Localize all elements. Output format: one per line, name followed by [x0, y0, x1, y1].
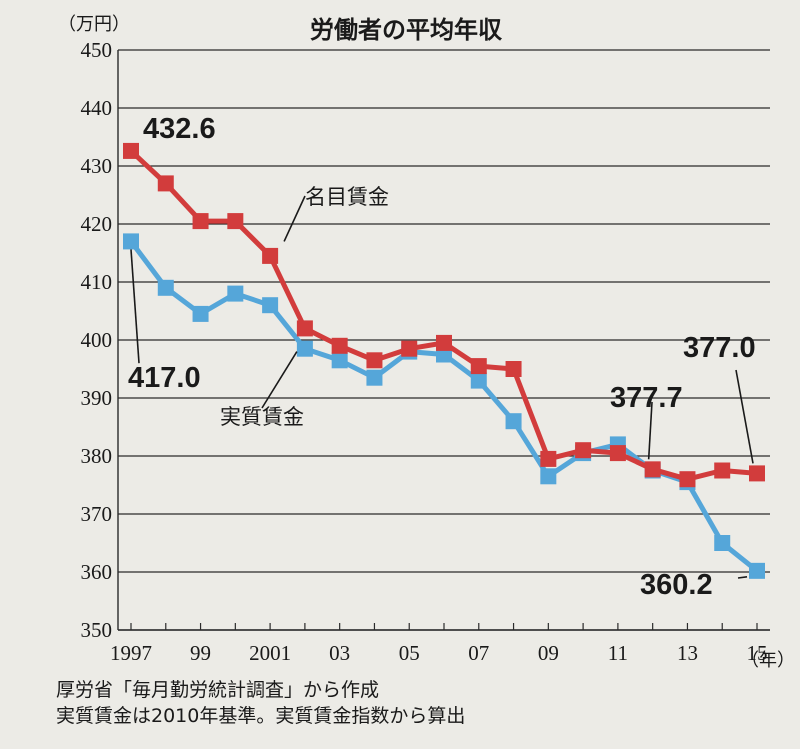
x-tick-1997: 1997	[110, 641, 152, 665]
x-tick-2003: 03	[329, 641, 350, 665]
point-real-wage-2003	[331, 352, 348, 369]
data-label-nominal-1997: 432.6	[143, 113, 216, 145]
point-real-wage-2014	[714, 535, 731, 551]
x-axis-unit: （年）	[741, 650, 795, 671]
data-label-real-1997: 417.0	[128, 362, 201, 394]
y-tick-420: 420	[81, 212, 113, 236]
point-real-wage-2008	[505, 413, 522, 430]
series-lines	[123, 142, 765, 579]
x-tick-labels: 1997 99 2001 03 05 07 09 11 13 15	[110, 623, 768, 665]
y-tick-350: 350	[81, 618, 113, 642]
x-tick-1999: 99	[190, 641, 211, 665]
x-tick-2009: 09	[538, 641, 559, 665]
point-nominal-wage-2010	[575, 442, 592, 459]
point-real-wage-2004	[366, 369, 383, 386]
y-tick-labels: 450 440 430 420 410 400 390 380 370 360 350	[81, 38, 113, 642]
point-nominal-wage-1997	[123, 142, 139, 159]
point-nominal-wage-2007	[470, 358, 487, 375]
point-real-wage-2002	[296, 340, 313, 357]
point-nominal-wage-2011	[609, 445, 626, 462]
y-axis-unit: （万円）	[58, 14, 130, 35]
point-real-wage-2007	[470, 372, 487, 389]
leader-real-1997	[130, 249, 140, 364]
leader-real	[261, 351, 298, 409]
x-tick-2015: 15	[747, 641, 768, 665]
x-tick-2001: 2001	[249, 641, 291, 665]
point-real-wage-1998	[157, 279, 174, 296]
line-nominal-wage	[129, 149, 758, 482]
point-real-wage-2015	[749, 562, 765, 579]
x-tick-2005: 05	[399, 641, 420, 665]
point-nominal-wage-2012	[644, 461, 661, 478]
point-nominal-wage-1999	[192, 213, 209, 230]
point-nominal-wage-2009	[540, 450, 557, 467]
y-tick-430: 430	[81, 154, 113, 178]
point-nominal-wage-2013	[679, 471, 696, 488]
point-real-wage-2000	[227, 285, 244, 302]
leader-nominal-2012	[647, 401, 653, 460]
series-label-real: 実質賃金	[220, 405, 304, 429]
point-nominal-wage-2002	[296, 320, 313, 337]
series-nominal-wage	[123, 142, 765, 488]
leader-real-2015	[737, 576, 748, 579]
y-tick-360: 360	[81, 560, 113, 584]
leader-nominal-2015	[735, 369, 754, 464]
point-nominal-wage-2014	[714, 462, 731, 479]
point-nominal-wage-2008	[505, 361, 522, 377]
x-tick-2011: 11	[608, 641, 628, 665]
y-tick-400: 400	[81, 328, 113, 352]
point-real-wage-2009	[540, 468, 557, 485]
series-label-nominal: 名目賃金	[305, 185, 389, 209]
point-nominal-wage-2000	[227, 213, 244, 230]
x-tick-2007: 07	[468, 641, 489, 665]
point-real-wage-2001	[262, 297, 279, 314]
method-note: 実質賃金は2010年基準。実質賃金指数から算出	[56, 705, 466, 727]
point-nominal-wage-1998	[157, 175, 174, 192]
y-tick-450: 450	[81, 38, 113, 62]
point-nominal-wage-2015	[749, 465, 765, 482]
y-tick-390: 390	[81, 386, 113, 410]
point-nominal-wage-2001	[262, 247, 279, 264]
y-tick-440: 440	[81, 96, 113, 120]
source-note: 厚労省「毎月勤労統計調査」から作成	[56, 679, 380, 701]
point-nominal-wage-2003	[331, 337, 348, 354]
data-label-nominal-2015: 377.0	[683, 332, 756, 364]
data-label-real-2015: 360.2	[640, 569, 713, 601]
y-tick-370: 370	[81, 502, 113, 526]
point-nominal-wage-2006	[436, 334, 452, 351]
chart-title: 労働者の平均年収	[310, 16, 503, 44]
data-label-nominal-2012: 377.7	[610, 382, 683, 414]
point-nominal-wage-2004	[366, 352, 383, 369]
leader-nominal	[283, 195, 306, 242]
y-tick-410: 410	[81, 270, 113, 294]
point-nominal-wage-2005	[401, 340, 418, 357]
point-real-wage-1997	[123, 233, 139, 250]
label-leaders	[130, 195, 754, 579]
y-tick-380: 380	[81, 444, 113, 468]
point-real-wage-1999	[192, 305, 209, 322]
x-tick-2013: 13	[677, 641, 698, 665]
